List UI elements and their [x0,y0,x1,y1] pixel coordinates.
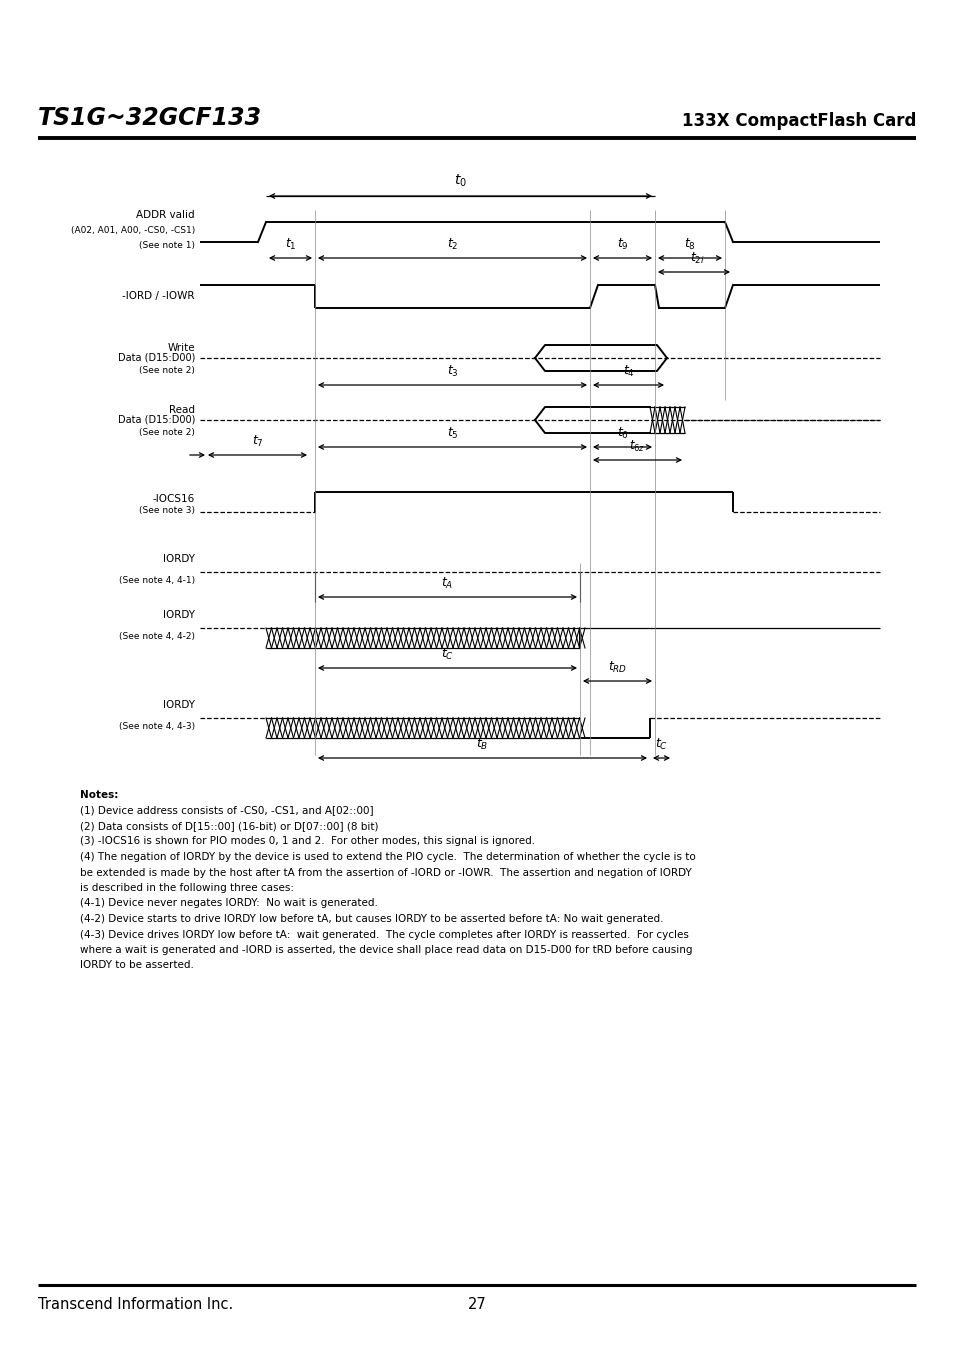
Text: Notes:: Notes: [80,790,118,800]
Text: (See note 1): (See note 1) [139,240,194,250]
Text: ADDR valid: ADDR valid [136,209,194,220]
Text: (A02, A01, A00, -CS0, -CS1): (A02, A01, A00, -CS0, -CS1) [71,226,194,235]
Text: $t_C$: $t_C$ [655,736,667,753]
Text: IORDY to be asserted.: IORDY to be asserted. [80,961,193,970]
Text: IORDY: IORDY [163,554,194,563]
Text: $t_9$: $t_9$ [616,236,628,253]
Text: $t_C$: $t_C$ [440,647,454,662]
Text: IORDY: IORDY [163,611,194,620]
Text: Write: Write [167,343,194,353]
Text: 133X CompactFlash Card: 133X CompactFlash Card [680,112,915,130]
Text: $t_7$: $t_7$ [252,434,263,449]
Text: (3) -IOCS16 is shown for PIO modes 0, 1 and 2.  For other modes, this signal is : (3) -IOCS16 is shown for PIO modes 0, 1 … [80,836,535,847]
Text: $t_0$: $t_0$ [454,173,466,189]
Text: -IORD / -IOWR: -IORD / -IOWR [122,292,194,301]
Text: (2) Data consists of D[15::00] (16-bit) or D[07::00] (8 bit): (2) Data consists of D[15::00] (16-bit) … [80,821,378,831]
Text: $t_2$: $t_2$ [446,236,457,253]
Text: (4-2) Device starts to drive IORDY low before tA, but causes IORDY to be asserte: (4-2) Device starts to drive IORDY low b… [80,915,662,924]
Text: $t_3$: $t_3$ [446,363,457,380]
Text: Read: Read [169,405,194,415]
Text: (1) Device address consists of -CS0, -CS1, and A[02::00]: (1) Device address consists of -CS0, -CS… [80,805,374,816]
Text: (4-1) Device never negates IORDY:  No wait is generated.: (4-1) Device never negates IORDY: No wai… [80,898,377,908]
Text: (See note 4, 4-2): (See note 4, 4-2) [119,632,194,640]
Text: 27: 27 [467,1297,486,1312]
Text: TS1G~32GCF133: TS1G~32GCF133 [38,105,262,130]
Text: $t_{RD}$: $t_{RD}$ [607,659,626,676]
Text: $t_{2i}$: $t_{2i}$ [689,251,703,266]
Text: IORDY: IORDY [163,700,194,711]
Text: (See note 2): (See note 2) [139,366,194,374]
Text: $t_8$: $t_8$ [683,236,696,253]
Text: Data (D15:D00): Data (D15:D00) [117,415,194,426]
Text: $t_1$: $t_1$ [284,236,296,253]
Text: $t_B$: $t_B$ [476,736,488,753]
Text: $t_{6z}$: $t_{6z}$ [629,439,645,454]
Text: is described in the following three cases:: is described in the following three case… [80,884,294,893]
Text: -IOCS16: -IOCS16 [152,494,194,504]
Text: (See note 3): (See note 3) [139,507,194,515]
Text: (See note 2): (See note 2) [139,427,194,436]
Text: $t_4$: $t_4$ [622,363,634,380]
Text: Transcend Information Inc.: Transcend Information Inc. [38,1297,233,1312]
Text: $t_5$: $t_5$ [446,426,457,440]
Text: (4) The negation of IORDY by the device is used to extend the PIO cycle.  The de: (4) The negation of IORDY by the device … [80,852,695,862]
Text: (See note 4, 4-3): (See note 4, 4-3) [119,721,194,731]
Text: (See note 4, 4-1): (See note 4, 4-1) [119,576,194,585]
Text: Data (D15:D00): Data (D15:D00) [117,353,194,363]
Text: where a wait is generated and -IORD is asserted, the device shall place read dat: where a wait is generated and -IORD is a… [80,944,692,955]
Text: (4-3) Device drives IORDY low before tA:  wait generated.  The cycle completes a: (4-3) Device drives IORDY low before tA:… [80,929,688,939]
Text: $t_A$: $t_A$ [441,576,454,590]
Text: $t_6$: $t_6$ [616,426,628,440]
Text: be extended is made by the host after tA from the assertion of -IORD or -IOWR.  : be extended is made by the host after tA… [80,867,691,878]
